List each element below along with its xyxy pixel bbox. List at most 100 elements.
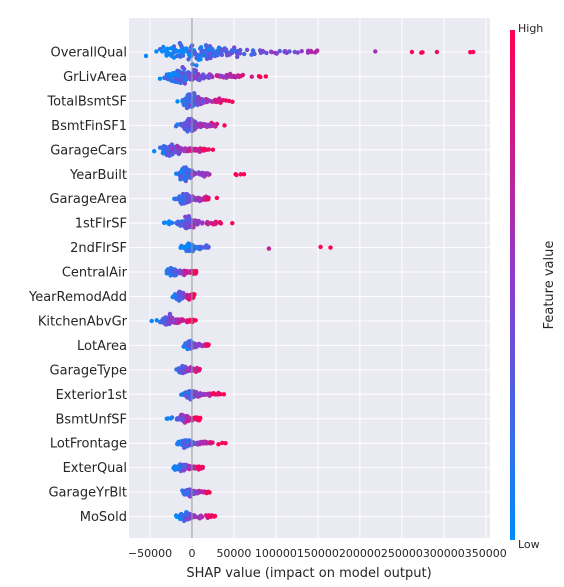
shap-point: [178, 368, 183, 374]
shap-point: [244, 47, 250, 53]
shap-point: [215, 392, 220, 397]
shap-point: [205, 244, 210, 249]
shap-point: [183, 221, 188, 226]
shap-outlier-point: [471, 49, 476, 55]
shap-point: [168, 51, 173, 57]
shap-point: [183, 78, 188, 83]
shap-point: [174, 514, 179, 519]
feature-row-YearRemodAdd: [170, 289, 197, 303]
shap-point: [173, 76, 178, 82]
shap-point: [211, 391, 216, 396]
shap-outlier-point: [328, 245, 333, 250]
shap-point: [160, 49, 165, 54]
shap-point: [163, 75, 168, 81]
shap-point: [206, 489, 211, 494]
shap-point: [179, 296, 184, 301]
shap-point: [190, 173, 195, 178]
shap-point: [157, 76, 163, 81]
shap-point: [216, 442, 221, 447]
shap-point: [204, 56, 210, 61]
shap-point: [172, 466, 177, 472]
shap-point: [201, 97, 206, 103]
shap-point: [185, 439, 190, 444]
shap-point: [199, 439, 205, 445]
shap-point: [182, 464, 187, 470]
feature-label: BsmtUnfSF: [55, 412, 127, 427]
shap-point: [200, 221, 205, 226]
shap-point: [210, 514, 215, 519]
shap-point: [203, 43, 209, 48]
feature-label: 1stFlrSF: [75, 217, 127, 232]
shap-outlier-point: [149, 318, 154, 324]
shap-point: [264, 50, 269, 56]
shap-outlier-point: [409, 49, 415, 55]
shap-point: [179, 412, 184, 418]
shap-point: [238, 47, 243, 53]
shap-point: [222, 74, 227, 80]
shap-point: [175, 442, 181, 447]
feature-row-MoSold: [173, 510, 218, 523]
shap-point: [204, 51, 209, 56]
shap-point: [181, 440, 186, 445]
shap-point: [318, 244, 323, 250]
feature-row-GarageArea: [172, 191, 220, 206]
shap-point: [177, 416, 182, 421]
x-tick-label: 250000: [381, 547, 423, 560]
shap-point: [179, 44, 184, 49]
shap-outlier-point: [263, 74, 268, 79]
shap-point: [190, 513, 196, 518]
shap-point: [282, 49, 288, 55]
shap-point: [179, 221, 184, 227]
shap-point: [249, 74, 254, 79]
shap-point: [207, 440, 213, 445]
shap-point: [268, 49, 274, 54]
shap-point: [173, 197, 178, 202]
x-tick-label: 50000: [216, 547, 251, 560]
shap-point: [210, 147, 216, 152]
shap-point: [178, 516, 183, 522]
shap-point: [164, 147, 169, 152]
shap-point: [193, 148, 198, 153]
shap-point: [223, 47, 229, 52]
feature-label: 2ndFlrSF: [70, 241, 127, 256]
feature-label: KitchenAbvGr: [38, 314, 128, 329]
shap-point: [195, 342, 200, 348]
shap-point: [181, 123, 186, 128]
shap-point: [216, 98, 221, 103]
colorbar-high-label: High: [518, 22, 543, 35]
shap-point: [216, 45, 222, 50]
shap-point: [173, 293, 178, 298]
shap-point: [177, 196, 183, 201]
shap-point: [188, 99, 193, 104]
shap-point: [194, 121, 199, 127]
shap-point: [184, 512, 189, 517]
shap-point: [181, 49, 186, 55]
shap-point: [226, 98, 232, 104]
shap-point: [219, 52, 225, 58]
shap-point: [179, 146, 184, 151]
x-tick-label: 350000: [465, 547, 507, 560]
feature-label: YearRemodAdd: [28, 290, 127, 305]
shap-point: [178, 173, 184, 179]
feature-row-GarageCars: [152, 142, 216, 158]
feature-label: Exterior1st: [56, 388, 127, 403]
shap-point: [206, 343, 211, 348]
shap-point: [160, 150, 166, 156]
shap-point: [258, 74, 263, 80]
shap-point: [169, 78, 174, 83]
shap-point: [218, 220, 223, 226]
shap-point: [181, 195, 186, 200]
shap-point: [171, 319, 176, 324]
shap-point: [207, 122, 213, 127]
shap-point: [186, 218, 191, 224]
x-tick-label: 0: [188, 547, 195, 560]
shap-point: [174, 143, 180, 149]
shap-point: [185, 465, 190, 470]
shap-point: [194, 365, 200, 371]
shap-point: [219, 73, 224, 79]
shap-outlier-point: [221, 392, 227, 397]
x-axis-ticks: −50000 0 50000 100000 150000 200000 250000 3000…: [128, 547, 507, 560]
feature-label: LotArea: [77, 339, 127, 354]
shap-point: [198, 465, 204, 471]
shap-point: [176, 219, 181, 224]
